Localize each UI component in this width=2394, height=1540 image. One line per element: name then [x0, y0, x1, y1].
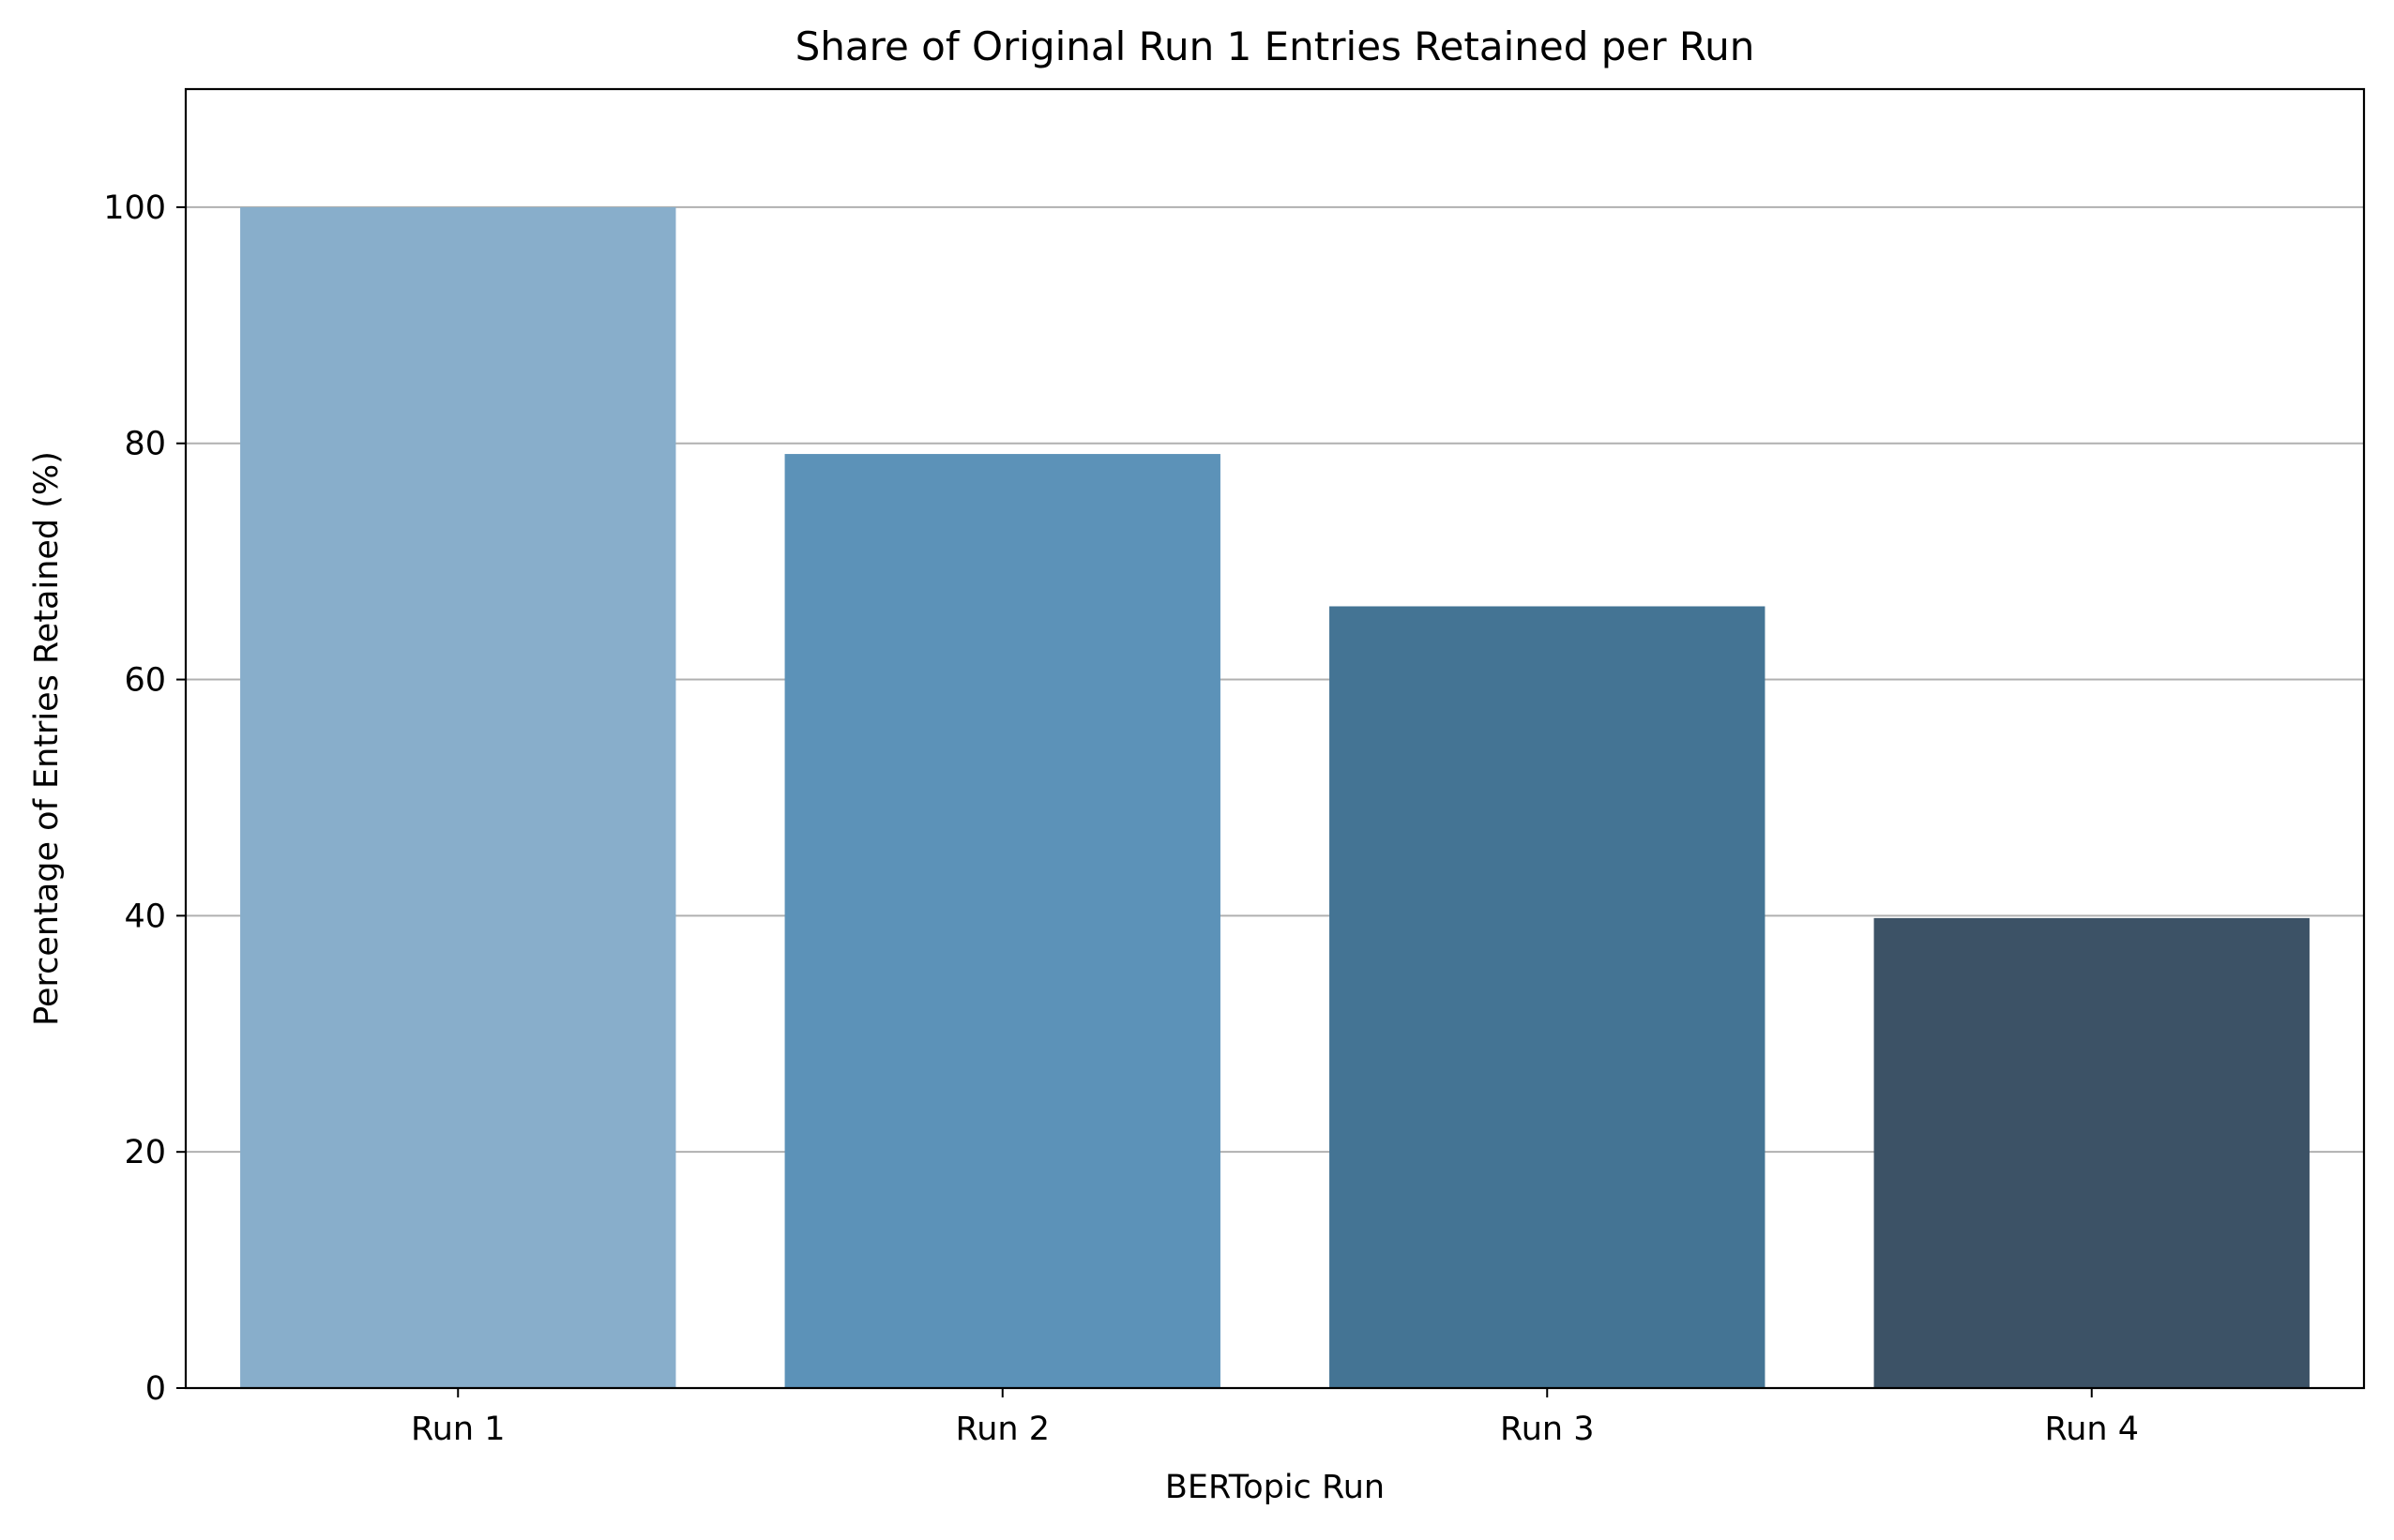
bars [240, 206, 2310, 1389]
y-axis-ticks: 0 20 40 60 80 100 [103, 189, 186, 1408]
x-tick-label: Run 4 [2044, 1411, 2139, 1448]
y-tick-label: 20 [124, 1134, 166, 1171]
bar-run-1 [240, 206, 676, 1389]
y-tick-label: 80 [124, 426, 166, 463]
x-tick-label: Run 1 [411, 1411, 506, 1448]
y-tick-label: 100 [103, 189, 166, 227]
bar-run-4 [1873, 917, 2310, 1388]
bar-run-3 [1329, 606, 1765, 1388]
y-tick-label: 0 [145, 1370, 166, 1408]
x-tick-label: Run 2 [955, 1411, 1050, 1448]
x-axis-label: BERTopic Run [1165, 1469, 1385, 1506]
plot-frame [184, 87, 2366, 1390]
x-tick-label: Run 3 [1500, 1411, 1595, 1448]
y-axis-label: Percentage of Entries Retained (%) [28, 451, 66, 1026]
chart-title: Share of Original Run 1 Entries Retained… [795, 23, 1755, 69]
y-tick-label: 60 [124, 662, 166, 700]
x-axis-ticks: Run 1 Run 2 Run 3 Run 4 [411, 1388, 2139, 1448]
bar-run-2 [784, 454, 1220, 1388]
y-tick-label: 40 [124, 898, 166, 935]
